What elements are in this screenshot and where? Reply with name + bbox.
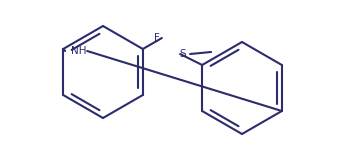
Text: S: S (180, 49, 187, 59)
Text: F: F (154, 33, 160, 43)
Text: NH: NH (71, 46, 87, 56)
